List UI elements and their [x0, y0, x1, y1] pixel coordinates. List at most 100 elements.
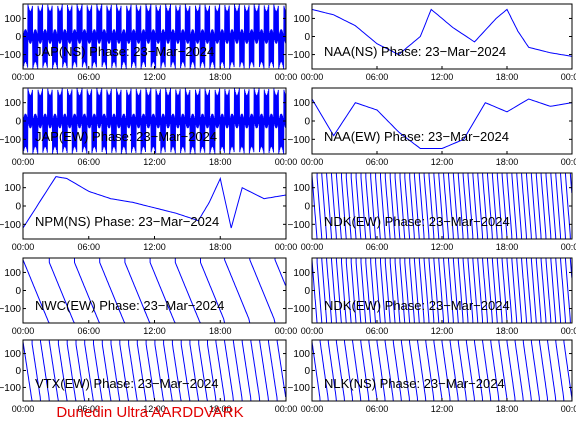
- x-tick-label: 00:00: [301, 404, 324, 414]
- phase-panel: 100 0 −100 00:00 06:00 12:00 18:00 00:00 JAP(NS)…: [0, 3, 298, 82]
- phase-panel: 100 0 −100 00:00 06:00 12:00 18:00 00:00 JAP(EW)…: [0, 87, 298, 167]
- y-tick-label: 100: [293, 349, 310, 360]
- x-tick-label: 06:00: [77, 404, 100, 414]
- x-tick-label: 00:00: [275, 404, 298, 414]
- x-tick-label: 00:00: [561, 242, 576, 252]
- panel-title: VTX(EW) Phase: 23−Mar−2024: [35, 376, 219, 391]
- phase-trace: [23, 340, 286, 401]
- x-tick-label: 12:00: [143, 326, 166, 336]
- x-tick-label: 00:00: [301, 157, 324, 167]
- y-tick-label: 100: [4, 183, 21, 194]
- phase-panel: 100 0 −100 00:00 06:00 12:00 18:00 00:00 NDK(EW)…: [287, 172, 576, 252]
- panel-title: JAP(NS) Phase: 23−Mar−2024: [35, 44, 214, 59]
- panel-title: NWC(EW) Phase: 23−Mar−2024: [35, 298, 224, 313]
- phase-trace: [312, 340, 572, 401]
- plot-frame: [311, 257, 573, 324]
- phase-panel: 100 0 −100 00:00 06:00 12:00 18:00 00:00 NLK(NS)…: [287, 339, 576, 414]
- y-tick-label: −100: [0, 50, 21, 61]
- y-tick-label: 0: [15, 32, 21, 43]
- x-tick-label: 18:00: [496, 326, 519, 336]
- x-tick-label: 06:00: [77, 326, 100, 336]
- x-tick-label: 00:00: [561, 72, 576, 82]
- x-tick-label: 12:00: [431, 242, 454, 252]
- x-tick-label: 18:00: [496, 242, 519, 252]
- x-tick-label: 06:00: [366, 242, 389, 252]
- x-tick-label: 12:00: [431, 72, 454, 82]
- y-tick-label: 100: [4, 349, 21, 360]
- plot-frame: [22, 172, 287, 240]
- y-tick-label: 0: [304, 32, 310, 43]
- panel-title: JAP(EW) Phase: 23−Mar−2024: [35, 129, 217, 144]
- x-tick-label: 00:00: [12, 326, 35, 336]
- plot-frame: [311, 3, 573, 70]
- y-tick-label: 100: [4, 268, 21, 279]
- x-tick-label: 00:00: [275, 242, 298, 252]
- x-tick-label: 00:00: [12, 72, 35, 82]
- x-tick-label: 12:00: [143, 157, 166, 167]
- panel-title: NPM(NS) Phase: 23−Mar−2024: [35, 214, 219, 229]
- panel-title: NDK(EW) Phase: 23−Mar−2024: [324, 214, 510, 229]
- x-tick-label: 18:00: [209, 326, 232, 336]
- panel-title: NAA(EW) Phase: 23−Mar−2024: [324, 129, 509, 144]
- y-tick-label: −100: [0, 135, 21, 146]
- y-tick-label: 0: [304, 286, 310, 297]
- x-tick-label: 00:00: [275, 326, 298, 336]
- x-tick-label: 00:00: [301, 242, 324, 252]
- phase-panel: 100 0 −100 00:00 06:00 12:00 18:00 00:00 NDK(EW)…: [287, 257, 576, 336]
- x-tick-label: 00:00: [12, 157, 35, 167]
- phase-trace: [23, 258, 286, 323]
- x-tick-label: 00:00: [12, 404, 35, 414]
- y-tick-label: −100: [287, 50, 310, 61]
- y-tick-label: 0: [15, 202, 21, 213]
- y-tick-label: 0: [304, 366, 310, 377]
- x-tick-label: 06:00: [366, 72, 389, 82]
- x-tick-label: 00:00: [275, 157, 298, 167]
- phase-panel: 100 0 −100 00:00 06:00 12:00 18:00 00:00 NWC(EW)…: [0, 257, 298, 336]
- x-tick-label: 06:00: [77, 242, 100, 252]
- plot-frame: [311, 339, 573, 402]
- y-tick-label: 0: [15, 286, 21, 297]
- phase-trace: [312, 98, 572, 149]
- x-tick-label: 18:00: [496, 72, 519, 82]
- footer-label: Dunedin Ultra AARDDVARK: [56, 404, 244, 421]
- y-tick-label: −100: [287, 220, 310, 231]
- phase-trace: [23, 176, 286, 229]
- y-tick-label: 0: [15, 366, 21, 377]
- x-tick-label: 12:00: [431, 404, 454, 414]
- y-tick-label: −100: [287, 383, 310, 394]
- x-tick-label: 18:00: [209, 157, 232, 167]
- x-tick-label: 06:00: [77, 157, 100, 167]
- phase-panel: 100 0 −100 00:00 06:00 12:00 18:00 00:00 NPM(NS)…: [0, 172, 298, 252]
- y-tick-label: 100: [4, 14, 21, 25]
- y-tick-label: 100: [293, 98, 310, 109]
- y-tick-label: 0: [15, 117, 21, 128]
- phase-trace: [23, 4, 286, 69]
- x-tick-label: 00:00: [561, 326, 576, 336]
- x-tick-label: 12:00: [143, 404, 166, 414]
- x-tick-label: 06:00: [366, 404, 389, 414]
- y-tick-label: −100: [0, 220, 21, 231]
- y-tick-label: 0: [304, 202, 310, 213]
- x-tick-label: 12:00: [431, 157, 454, 167]
- y-tick-label: −100: [0, 304, 21, 315]
- x-tick-label: 18:00: [209, 242, 232, 252]
- plot-frame: [311, 172, 573, 240]
- phase-panel: 100 0 −100 00:00 06:00 12:00 18:00 00:00 NAA(NS)…: [287, 3, 576, 82]
- x-tick-label: 00:00: [561, 157, 576, 167]
- y-tick-label: −100: [287, 135, 310, 146]
- y-tick-label: −100: [0, 383, 21, 394]
- panel-title: NLK(NS) Phase: 23−Mar−2024: [324, 376, 505, 391]
- x-tick-label: 00:00: [301, 72, 324, 82]
- x-tick-label: 18:00: [209, 72, 232, 82]
- x-tick-label: 06:00: [366, 157, 389, 167]
- x-tick-label: 12:00: [143, 72, 166, 82]
- phase-trace: [23, 88, 286, 154]
- x-tick-label: 18:00: [209, 404, 232, 414]
- phase-panel: 100 0 −100 00:00 06:00 12:00 18:00 00:00 NAA(EW)…: [287, 87, 576, 167]
- phase-panel: 100 0 −100 00:00 06:00 12:00 18:00 00:00 VTX(EW)…: [0, 339, 298, 414]
- x-tick-label: 00:00: [561, 404, 576, 414]
- x-tick-label: 00:00: [275, 72, 298, 82]
- x-tick-label: 18:00: [496, 157, 519, 167]
- y-tick-label: 100: [293, 268, 310, 279]
